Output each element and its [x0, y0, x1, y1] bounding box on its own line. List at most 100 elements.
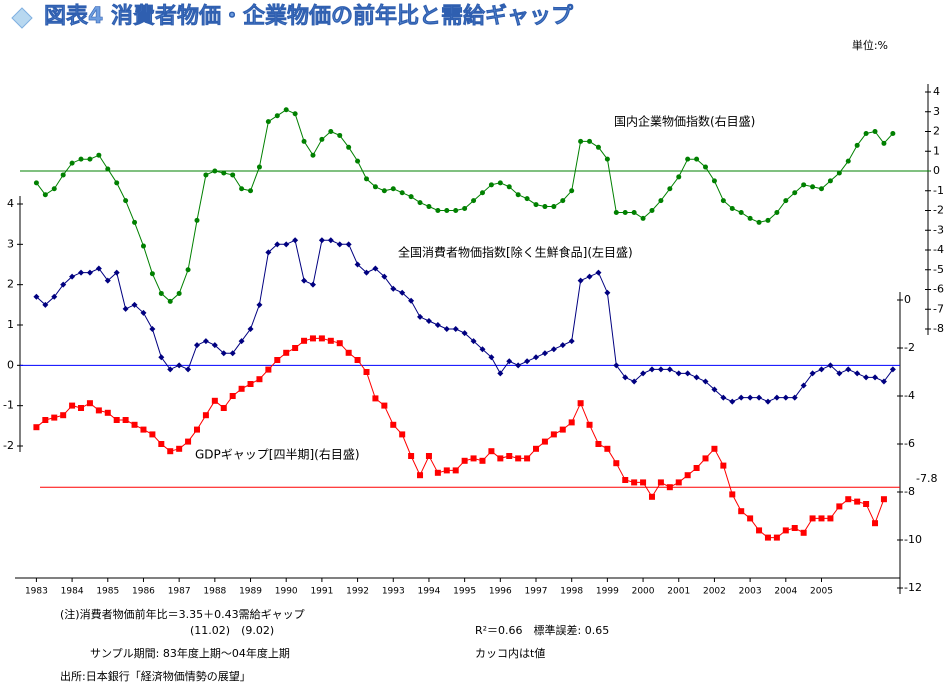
marker [408, 453, 415, 459]
marker [827, 362, 834, 369]
x-tick-label: 1988 [203, 587, 226, 597]
marker [783, 198, 789, 204]
x-tick-label: 2005 [810, 587, 833, 597]
marker [132, 219, 138, 225]
note: R²＝0.66 標準誤差: 0.65 [475, 623, 609, 637]
y-tick-label: 0 [933, 164, 940, 177]
marker [69, 402, 76, 409]
marker [417, 313, 424, 320]
marker [194, 217, 200, 223]
marker [818, 515, 825, 522]
marker [703, 164, 709, 170]
marker [372, 395, 379, 402]
marker [185, 366, 192, 373]
marker [274, 241, 281, 248]
marker [229, 393, 236, 399]
y-tick-label: 1 [7, 318, 14, 331]
marker [551, 204, 557, 210]
marker [541, 350, 548, 357]
marker [426, 204, 432, 210]
marker [863, 501, 870, 507]
marker [212, 168, 218, 174]
y-tick-label: 3 [7, 237, 14, 250]
series-line [35, 109, 894, 303]
marker [265, 119, 271, 125]
marker [631, 378, 638, 385]
marker [167, 448, 174, 455]
marker [220, 405, 227, 411]
marker [497, 370, 504, 377]
marker [640, 479, 647, 486]
marker [889, 366, 896, 373]
series-line [36, 337, 885, 539]
y-tick-label: 0 [7, 358, 14, 371]
marker [577, 277, 584, 284]
marker [488, 182, 494, 188]
marker [622, 374, 629, 381]
marker [292, 345, 299, 351]
y-tick-label: -4 [904, 389, 915, 402]
marker [881, 140, 887, 146]
y-tick-label: -12 [904, 581, 922, 594]
marker [113, 417, 120, 423]
marker [666, 366, 673, 373]
marker [675, 370, 682, 377]
marker [782, 527, 789, 534]
marker [640, 215, 646, 221]
marker [60, 412, 67, 419]
x-tick-label: 1989 [239, 587, 262, 597]
marker [202, 412, 209, 419]
marker [309, 335, 316, 342]
marker [122, 305, 129, 312]
x-tick-label: 2000 [632, 587, 655, 597]
marker [506, 453, 513, 459]
marker [773, 534, 780, 541]
y-tick-label: -2 [904, 341, 915, 354]
marker [345, 349, 352, 356]
marker [533, 354, 540, 361]
marker [42, 301, 49, 308]
y-tick-label: -5 [933, 263, 944, 276]
marker [595, 269, 602, 276]
series-label: 国内企業物価指数(右目盛) [614, 114, 755, 129]
marker [533, 445, 540, 452]
marker [497, 455, 504, 462]
marker [301, 138, 307, 144]
marker [872, 129, 878, 134]
marker [220, 350, 227, 357]
marker [390, 421, 397, 428]
marker [346, 144, 352, 150]
marker [524, 358, 531, 365]
series-label: 全国消費者物価指数[除く生鮮食品](左目盛) [398, 245, 633, 260]
marker [229, 350, 236, 357]
marker [506, 184, 512, 190]
y-tick-label: 1 [933, 144, 940, 157]
marker [283, 241, 290, 248]
marker [42, 417, 49, 423]
marker [631, 209, 637, 215]
x-tick-label: 1984 [61, 587, 84, 597]
marker [809, 515, 816, 522]
marker [515, 362, 522, 369]
x-tick-label: 2003 [739, 587, 762, 597]
marker [256, 376, 263, 383]
marker [238, 338, 245, 345]
marker [720, 462, 727, 469]
marker [239, 186, 245, 192]
marker [479, 457, 486, 464]
marker [327, 237, 334, 244]
y-tick-label: -1 [933, 184, 944, 197]
series-label: GDPギャップ[四半期](右目盛) [195, 447, 360, 462]
marker [827, 178, 833, 184]
marker [167, 366, 174, 373]
marker [479, 190, 485, 196]
marker [113, 269, 120, 276]
marker [337, 132, 343, 138]
marker [193, 342, 200, 349]
y-tick-label: -6 [904, 437, 915, 450]
marker [827, 515, 834, 522]
marker [310, 152, 316, 158]
marker [479, 346, 486, 353]
marker [176, 445, 183, 452]
marker [756, 394, 763, 401]
